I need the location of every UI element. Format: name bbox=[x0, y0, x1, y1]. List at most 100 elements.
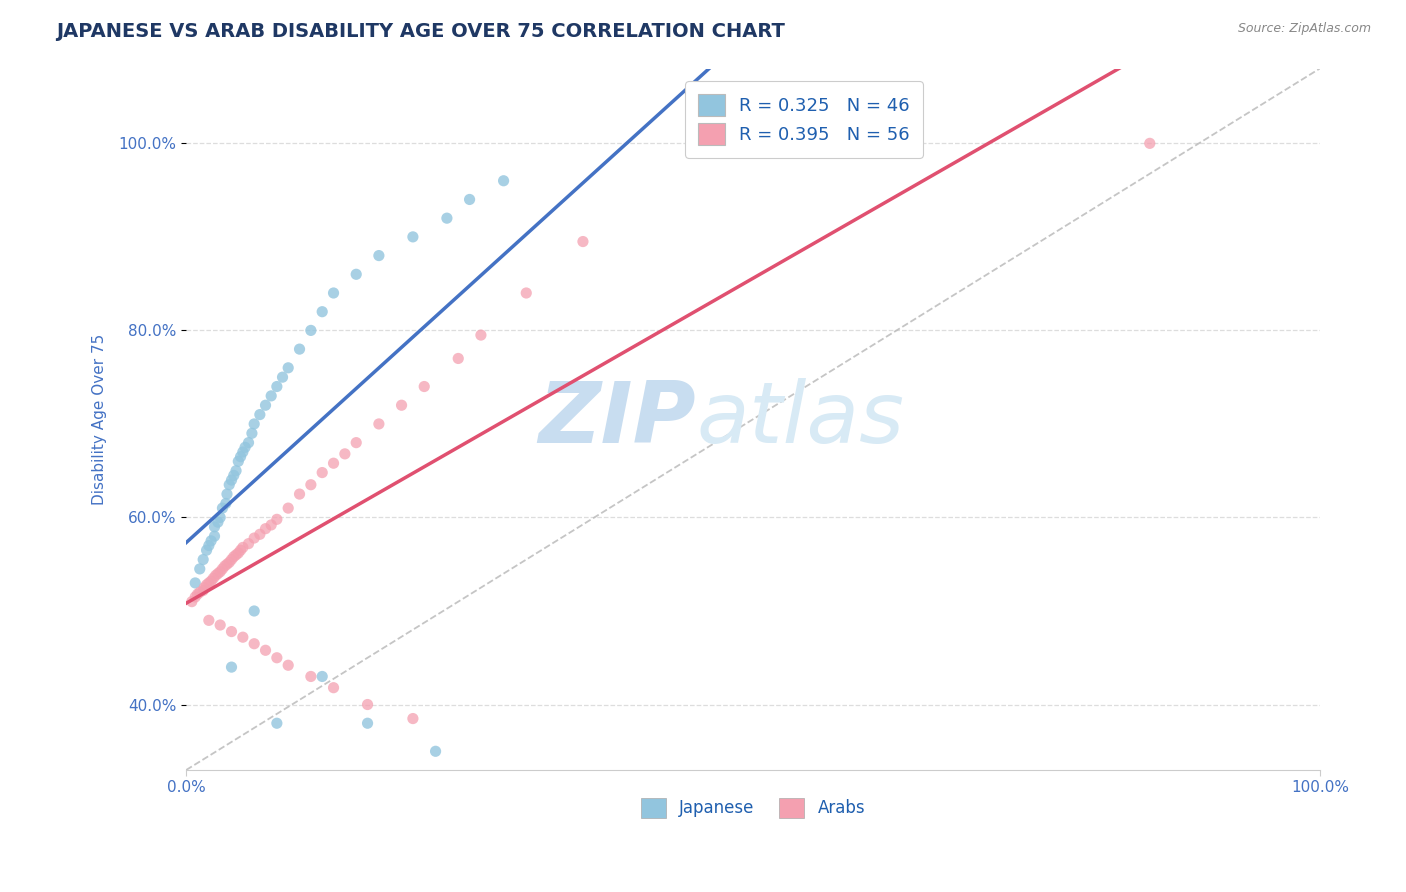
Point bbox=[356, 698, 378, 712]
Point bbox=[204, 520, 226, 534]
Point bbox=[202, 571, 225, 585]
Point bbox=[367, 249, 389, 263]
Point bbox=[344, 267, 367, 281]
Point bbox=[492, 174, 515, 188]
Point bbox=[225, 464, 247, 478]
Point bbox=[221, 660, 243, 674]
Point bbox=[215, 487, 238, 501]
Point bbox=[277, 658, 299, 673]
Point bbox=[226, 546, 249, 560]
Point bbox=[572, 235, 595, 249]
Point bbox=[225, 548, 247, 562]
Point bbox=[229, 450, 252, 464]
Point bbox=[243, 604, 266, 618]
Point bbox=[222, 549, 245, 564]
Point bbox=[218, 477, 240, 491]
Point bbox=[299, 669, 322, 683]
Point bbox=[209, 618, 232, 632]
Point bbox=[198, 576, 221, 591]
Point bbox=[344, 435, 367, 450]
Point bbox=[356, 716, 378, 731]
Point bbox=[211, 562, 233, 576]
Point bbox=[232, 445, 254, 459]
Point bbox=[232, 630, 254, 644]
Text: Source: ZipAtlas.com: Source: ZipAtlas.com bbox=[1237, 22, 1371, 36]
Point bbox=[200, 533, 222, 548]
Point bbox=[254, 522, 277, 536]
Point bbox=[238, 435, 260, 450]
Point bbox=[209, 510, 232, 524]
Point bbox=[266, 716, 288, 731]
Point bbox=[221, 552, 243, 566]
Point bbox=[249, 408, 271, 422]
Point bbox=[367, 417, 389, 431]
Point bbox=[333, 447, 356, 461]
Point bbox=[186, 587, 208, 601]
Point bbox=[207, 566, 229, 581]
Point bbox=[277, 360, 299, 375]
Point bbox=[299, 477, 322, 491]
Point bbox=[243, 417, 266, 431]
Point bbox=[238, 536, 260, 550]
Point bbox=[193, 581, 215, 595]
Point bbox=[447, 351, 470, 366]
Point bbox=[243, 531, 266, 545]
Point bbox=[188, 585, 211, 599]
Point bbox=[226, 454, 249, 468]
Point bbox=[299, 323, 322, 337]
Point bbox=[402, 230, 425, 244]
Point bbox=[198, 613, 221, 627]
Point bbox=[243, 637, 266, 651]
Point bbox=[254, 398, 277, 412]
Point bbox=[233, 440, 256, 454]
Point bbox=[402, 712, 425, 726]
Point bbox=[221, 473, 243, 487]
Point bbox=[198, 539, 221, 553]
Point bbox=[209, 565, 232, 579]
Point bbox=[425, 744, 447, 758]
Point bbox=[215, 496, 238, 510]
Point bbox=[221, 624, 243, 639]
Point bbox=[188, 562, 211, 576]
Point bbox=[195, 578, 218, 592]
Point bbox=[311, 466, 333, 480]
Point bbox=[271, 370, 294, 384]
Point bbox=[215, 558, 238, 572]
Point bbox=[413, 379, 436, 393]
Point bbox=[322, 285, 344, 300]
Point bbox=[232, 541, 254, 555]
Point bbox=[470, 328, 492, 343]
Point bbox=[184, 590, 207, 604]
Text: atlas: atlas bbox=[696, 377, 904, 461]
Point bbox=[266, 512, 288, 526]
Point bbox=[184, 576, 207, 591]
Y-axis label: Disability Age Over 75: Disability Age Over 75 bbox=[93, 334, 107, 505]
Point bbox=[311, 669, 333, 683]
Point bbox=[458, 193, 481, 207]
Point bbox=[266, 379, 288, 393]
Text: JAPANESE VS ARAB DISABILITY AGE OVER 75 CORRELATION CHART: JAPANESE VS ARAB DISABILITY AGE OVER 75 … bbox=[56, 22, 785, 41]
Point bbox=[436, 211, 458, 226]
Point bbox=[277, 501, 299, 516]
Point bbox=[214, 559, 236, 574]
Point bbox=[311, 304, 333, 318]
Point bbox=[222, 468, 245, 483]
Point bbox=[193, 583, 215, 598]
Point bbox=[207, 515, 229, 529]
Point bbox=[266, 650, 288, 665]
Point bbox=[391, 398, 413, 412]
Point bbox=[322, 681, 344, 695]
Point bbox=[200, 574, 222, 588]
Point bbox=[193, 552, 215, 566]
Point bbox=[180, 594, 202, 608]
Point bbox=[249, 527, 271, 541]
Legend: Japanese, Arabs: Japanese, Arabs bbox=[634, 791, 872, 825]
Point bbox=[240, 426, 263, 441]
Point bbox=[515, 285, 537, 300]
Point bbox=[211, 501, 233, 516]
Point bbox=[229, 543, 252, 558]
Point bbox=[195, 543, 218, 558]
Point bbox=[254, 643, 277, 657]
Point bbox=[204, 568, 226, 582]
Point bbox=[1139, 136, 1161, 151]
